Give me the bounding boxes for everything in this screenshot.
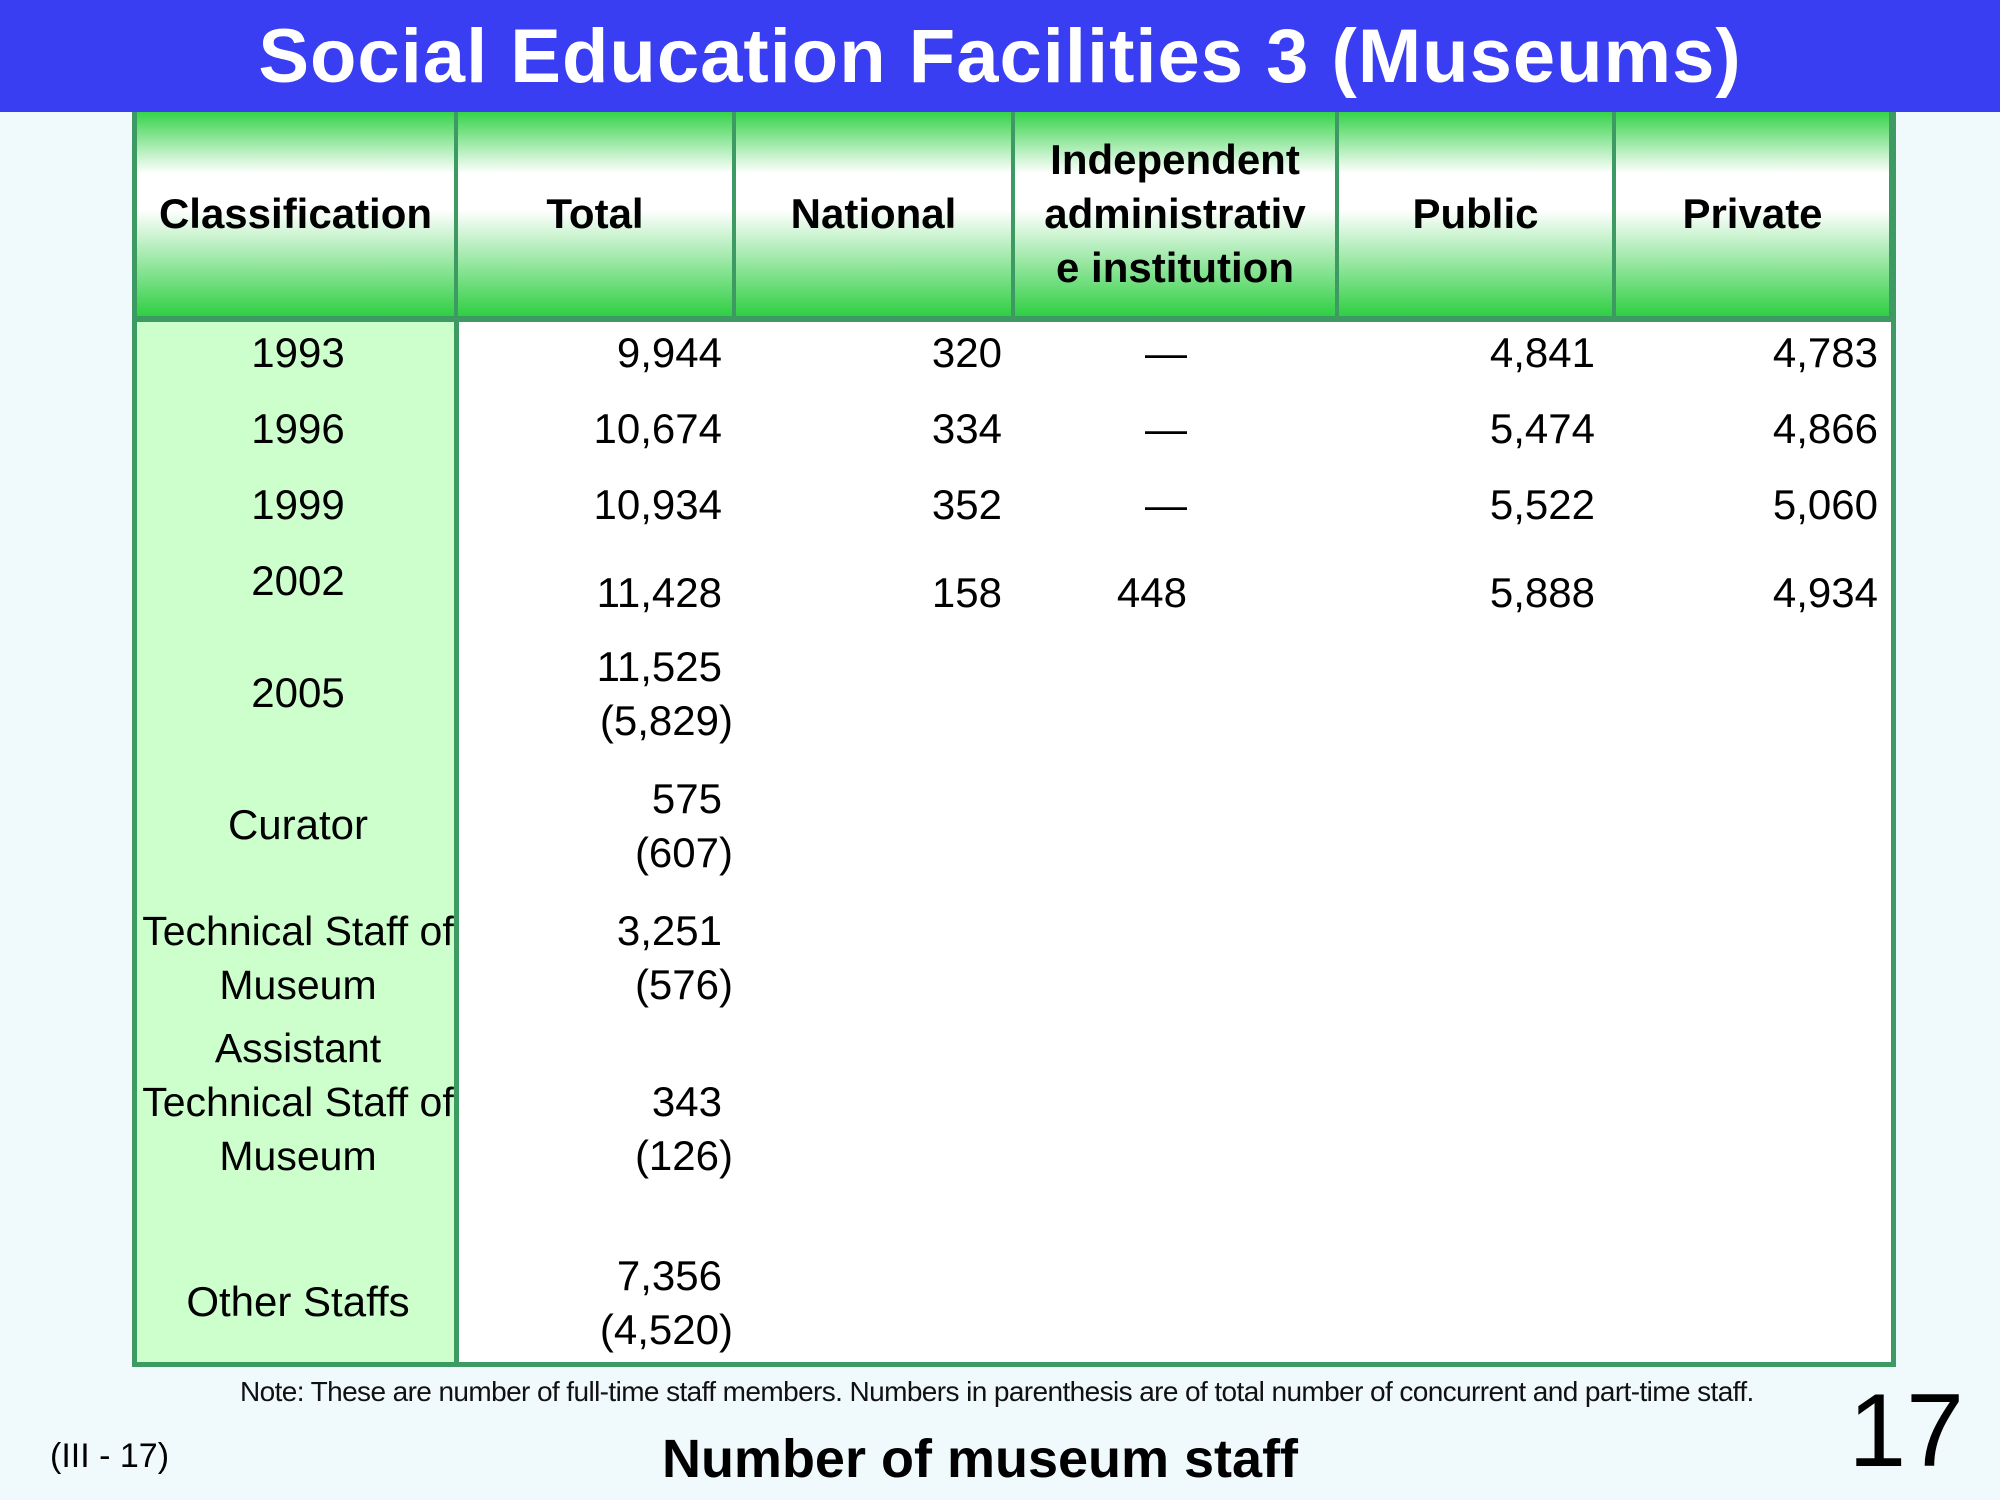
table-note: Note: These are number of full-time staf…: [240, 1376, 1754, 1407]
museum-staff-table: Classification Total National Independen…: [132, 112, 1896, 1367]
row-label: Curator: [227, 801, 369, 848]
header-private: Private: [1616, 112, 1889, 316]
classification-column: [137, 322, 459, 1362]
public-cell: 4,841: [1489, 329, 1595, 376]
total-cell: 343: [651, 1078, 722, 1125]
row-label: 1996: [251, 405, 345, 452]
private-cell: 4,783: [1772, 329, 1878, 376]
private-cell: 4,934: [1772, 569, 1878, 616]
table-header-row: Classification Total National Independen…: [137, 112, 1891, 322]
national-cell: 334: [931, 405, 1002, 452]
page-number: 17: [1848, 1373, 1964, 1489]
row-label: 2002: [251, 557, 345, 604]
row-label: 1999: [251, 481, 345, 528]
title-bar: Social Education Facilities 3 (Museums): [0, 0, 2000, 112]
header-independent-administrative-institution: Independent administrativ e institution: [1015, 112, 1335, 316]
row-label: 1993: [251, 329, 345, 376]
total-parenthesis-cell: (576): [634, 961, 733, 1008]
row-label: Other Staffs: [186, 1278, 410, 1325]
total-cell: 10,674: [593, 405, 722, 452]
private-cell: 4,866: [1772, 405, 1878, 452]
national-cell: 158: [931, 569, 1002, 616]
header-classification: Classification: [137, 112, 454, 316]
table-caption: Number of museum staff: [661, 1429, 1299, 1489]
public-cell: 5,522: [1489, 481, 1595, 528]
public-cell: 5,474: [1489, 405, 1595, 452]
national-cell: 352: [931, 481, 1002, 528]
national-cell: 320: [931, 329, 1002, 376]
independent-cell: —: [1145, 481, 1187, 528]
header-total: Total: [458, 112, 732, 316]
total-cell: 10,934: [593, 481, 722, 528]
total-parenthesis-cell: (607): [634, 829, 733, 876]
row-label: Assistant Technical Staff of Museum: [142, 1025, 454, 1179]
row-label: 2005: [251, 669, 345, 716]
public-cell: 5,888: [1489, 569, 1595, 616]
total-parenthesis-cell: (5,829): [599, 697, 733, 744]
total-cell: 11,428: [596, 569, 722, 616]
total-parenthesis-cell: (4,520): [599, 1306, 733, 1353]
total-cell: 7,356: [616, 1252, 722, 1299]
row-label: Technical Staff of Museum: [142, 908, 454, 1008]
total-cell: 3,251: [616, 907, 722, 954]
independent-cell: —: [1145, 329, 1187, 376]
total-cell: 11,525: [596, 643, 722, 690]
total-cell: 9,944: [616, 329, 722, 376]
header-national: National: [736, 112, 1011, 316]
header-public: Public: [1339, 112, 1612, 316]
total-parenthesis-cell: (126): [634, 1132, 733, 1179]
independent-cell: 448: [1116, 569, 1187, 616]
slide-code: (III - 17): [50, 1437, 170, 1475]
slide-title: Social Education Facilities 3 (Museums): [258, 13, 1742, 99]
independent-cell: —: [1145, 405, 1187, 452]
private-cell: 5,060: [1772, 481, 1878, 528]
total-cell: 575: [651, 775, 722, 822]
